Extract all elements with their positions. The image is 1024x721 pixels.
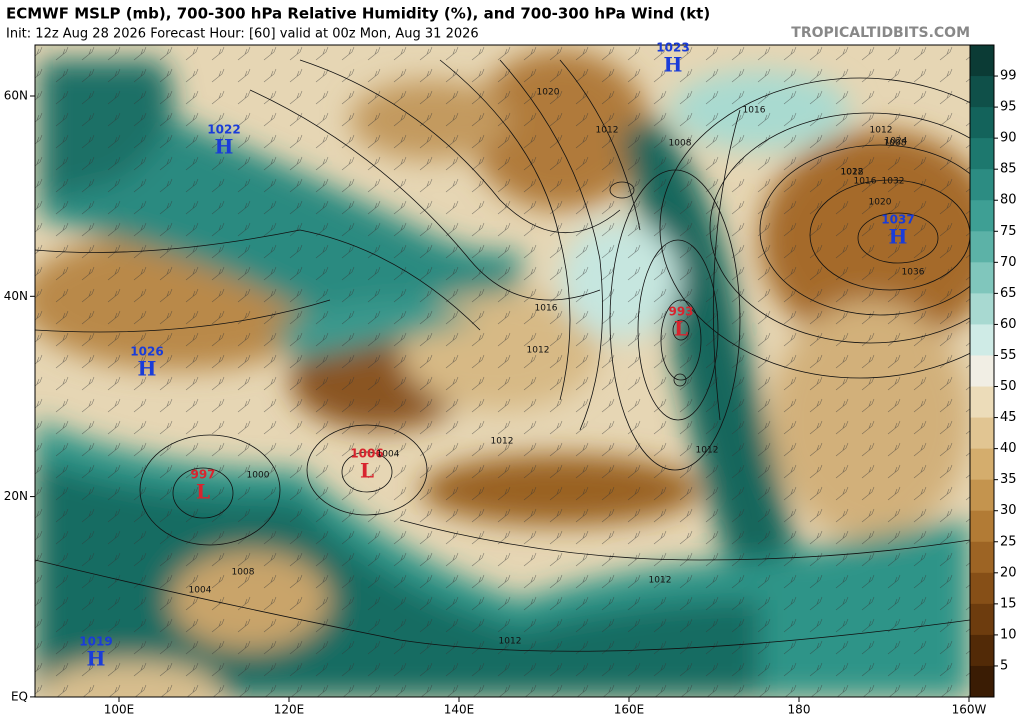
colorbar-swatch [970,76,994,108]
colorbar-swatch [970,262,994,294]
center-value: 997 [190,468,215,482]
isobar-label: 1016 [854,177,877,187]
colorbar: 99 95 90 85 80 75 70 65 60 55 50 45 40 35 30 25 20 15 10 5 [969,44,1017,698]
colorbar-swatch [970,355,994,388]
isobar-label: 1016 [743,106,766,116]
center-letter: L [196,480,210,504]
center-value: 1019 [79,635,112,649]
isobar-label: 1012 [841,168,864,178]
isobar-label: 1016 [535,304,558,314]
title: ECMWF MSLP (mb), 700-300 hPa Relative Hu… [6,5,710,23]
isobar-label: 1012 [596,126,619,136]
colorbar-swatch [970,634,994,667]
colorbar-swatch [970,603,994,636]
colorbar-swatch [970,107,994,139]
colorbar-frame [969,44,995,698]
colorbar-swatch [970,138,994,170]
lon-label: 160E [614,703,645,717]
lon-label: 120E [274,703,305,717]
isobar-label: 1012 [649,576,672,586]
center-letter: H [215,135,234,159]
colorbar-swatch [970,231,994,263]
center-value: 1006 [350,447,383,461]
isobar-label: 1020 [869,198,892,208]
colorbar-swatch [970,572,994,605]
lat-label: 60N [4,89,28,103]
center-letter: H [889,225,908,249]
colorbar-label: 10 [1000,627,1017,642]
colorbar-label: 35 [1000,472,1017,487]
center-value: 1026 [130,345,163,359]
isobar-label: 1036 [902,268,925,278]
colorbar-label: 99 [1000,69,1017,84]
colorbar-label: 40 [1000,441,1017,456]
colorbar-label: 80 [1000,193,1017,208]
center-letter: H [87,647,106,671]
colorbar-swatch [970,479,994,512]
center-letter: L [360,459,374,483]
colorbar-swatch [970,293,994,325]
colorbar-swatch [970,448,994,481]
isobar-label: 1008 [669,139,692,149]
colorbar-label: 15 [1000,596,1017,611]
isobar-label: 1032 [882,177,905,187]
colorbar-label: 60 [1000,317,1017,332]
center-letter: H [138,357,157,381]
lon-label: 160W [952,703,987,717]
colorbar-swatch [970,541,994,574]
isobar-label: 1024 [885,137,908,147]
lat-label: 20N [4,489,28,503]
colorbar-label: 20 [1000,565,1017,580]
isobar-label: 1012 [491,437,514,447]
colorbar-label: 65 [1000,286,1017,301]
isobar-label: 1008 [884,139,907,149]
colorbar-swatch [970,665,994,698]
subtitle: Init: 12z Aug 28 2026 Forecast Hour: [60… [6,27,479,42]
center-value: 1022 [207,123,240,137]
isobars [35,59,970,652]
lat-label: 40N [4,289,28,303]
colorbar-label: 30 [1000,503,1017,518]
colorbar-label: 50 [1000,379,1017,394]
isobar-label: 1008 [232,568,255,578]
colorbar-label: 45 [1000,410,1017,425]
colorbar-label: 5 [1000,658,1008,673]
lon-label: 180 [788,703,811,717]
colorbar-swatch [970,45,994,77]
labels: 100E 120E 140E 160E 180 160W60N40N20NEQH1023H… [4,41,987,717]
humidity-field [35,45,970,697]
colorbar-swatch [970,324,994,356]
center-letter: H [664,53,683,77]
center-value: 993 [668,305,693,319]
colorbar-label: 90 [1000,131,1017,146]
lon-label: 100E [104,703,135,717]
colorbar-label: 75 [1000,224,1017,239]
center-letter: L [674,317,688,341]
colorbar-label: 55 [1000,348,1017,363]
lat-label: EQ [11,689,28,703]
center-value: 1023 [656,41,689,55]
isobar-label: 1004 [377,450,400,460]
colorbar-swatch [970,417,994,450]
isobar-label: 1012 [696,446,719,456]
isobar-label: 1020 [537,88,560,98]
isobar-label: 1012 [499,637,522,647]
colorbar-label: 95 [1000,100,1017,115]
colorbar-label: 85 [1000,162,1017,177]
lon-label: 140E [444,703,475,717]
colorbar-label: 70 [1000,255,1017,270]
colorbar-swatch [970,169,994,201]
isobar-label: 1004 [189,586,212,596]
credit: TROPICALTIDBITS.COM [791,25,970,41]
isobar-label: 1012 [527,346,550,356]
colorbar-swatch [970,200,994,232]
center-value: 1037 [881,213,914,227]
isobar-label: 1028 [841,168,864,178]
isobar-label: 1000 [247,471,270,481]
colorbar-swatch [970,386,994,419]
colorbar-label: 25 [1000,534,1017,549]
isobar-label: 1012 [870,126,893,136]
colorbar-swatch [970,510,994,543]
